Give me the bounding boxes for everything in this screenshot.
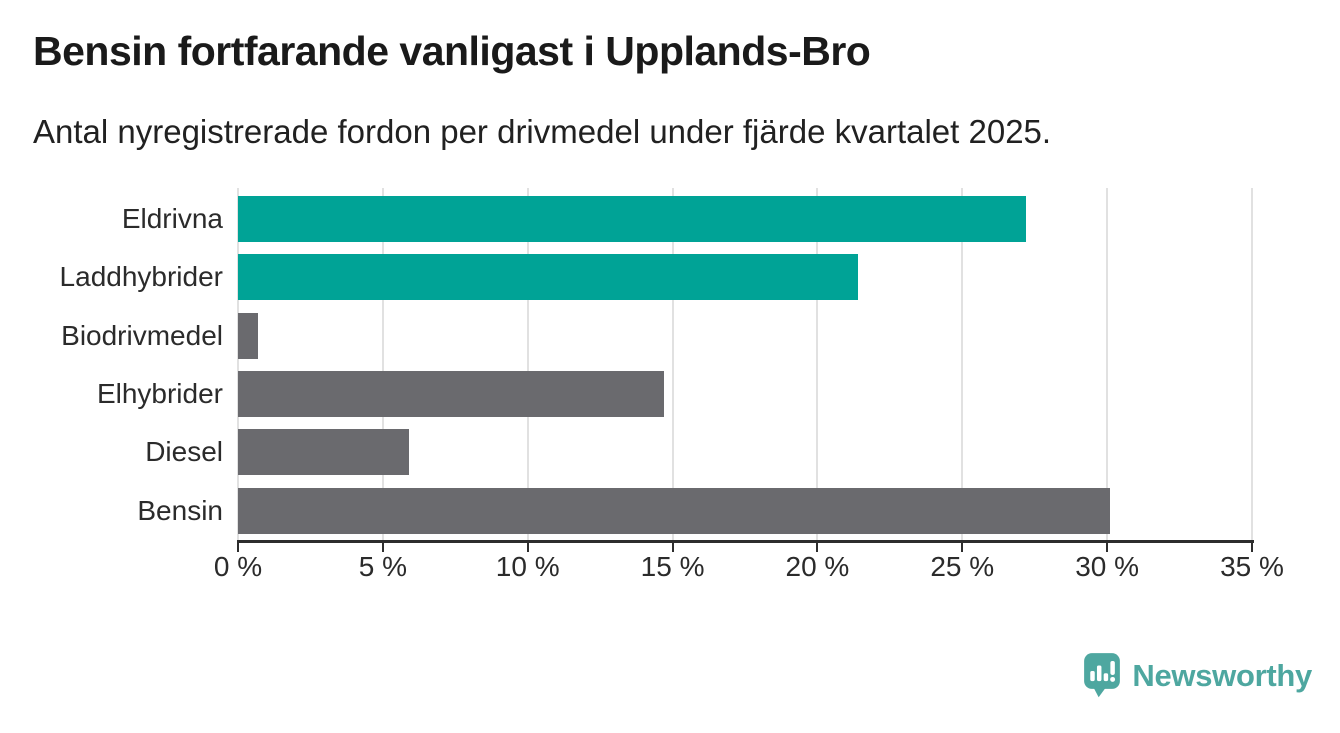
x-tick-label: 0 % [213, 551, 263, 582]
category-label: Biodrivmedel [61, 319, 223, 351]
x-tick [961, 543, 964, 552]
x-tick-label: 20 % [785, 551, 850, 582]
gridline [526, 188, 529, 540]
bar [238, 196, 1027, 242]
x-tick-label: 10 % [495, 551, 560, 582]
x-tick-label: 15 % [640, 551, 705, 582]
bar [238, 487, 1111, 534]
category-label: Eldrivna [121, 203, 223, 234]
bar [238, 254, 858, 301]
gridline [381, 188, 384, 540]
gridline [1251, 188, 1253, 540]
bar [238, 370, 664, 417]
category-label: Bensin [137, 494, 223, 526]
x-axis-line [237, 540, 1254, 543]
x-tick [381, 543, 384, 552]
newsworthy-logo-text: Newsworthy [1132, 657, 1312, 693]
category-label: Elhybrider [96, 377, 223, 409]
gridline [1106, 188, 1109, 540]
x-tick [1106, 543, 1109, 552]
x-tick [671, 543, 674, 552]
category-label: Laddhybrider [59, 261, 223, 293]
gridline [816, 188, 819, 540]
bar [238, 429, 409, 476]
x-tick [1251, 543, 1253, 552]
gridline [961, 188, 964, 540]
x-tick [526, 543, 529, 552]
x-tick-label: 5 % [358, 551, 407, 582]
category-label: Diesel [145, 436, 223, 468]
chart-title: Bensin fortfarande vanligast i Upplands-… [33, 28, 871, 74]
bar [238, 312, 259, 359]
x-tick-label: 25 % [930, 551, 995, 582]
x-tick-label: 30 % [1075, 551, 1140, 582]
newsworthy-logo: Newsworthy [1083, 653, 1312, 698]
gridline [237, 188, 239, 540]
x-tick [237, 543, 239, 552]
gridline [671, 188, 674, 540]
newsworthy-logo-icon [1084, 653, 1121, 698]
x-tick [816, 543, 819, 552]
x-tick-label: 35 % [1220, 551, 1284, 582]
chart-subtitle: Antal nyregistrerade fordon per drivmede… [33, 113, 1052, 150]
